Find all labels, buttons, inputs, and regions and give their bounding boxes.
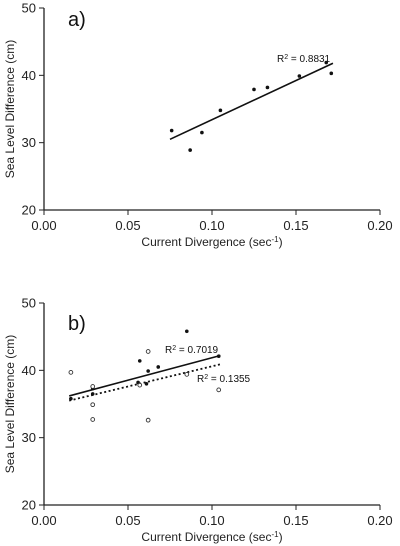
trendline <box>68 354 221 397</box>
data-point <box>329 71 334 76</box>
data-point <box>69 396 73 401</box>
r-squared-sup: 2 <box>284 54 288 61</box>
y-tick-label: 40 <box>22 68 36 83</box>
x-axis-title-main: Current Divergence (sec <box>141 530 271 544</box>
data-point <box>297 74 302 78</box>
x-tick-label: 0.05 <box>115 218 140 233</box>
data-point-open <box>90 417 96 422</box>
r-squared-value: = 0.8831 <box>288 54 330 65</box>
x-axis-title-sup: -1 <box>271 530 279 539</box>
x-axis-title-end: ) <box>279 530 283 544</box>
data-point-open <box>216 387 222 393</box>
x-tick-label: 0.05 <box>115 513 140 528</box>
y-tick-label: 20 <box>22 498 36 513</box>
y-tick-label: 50 <box>22 296 36 311</box>
series-1: R2 = 0.1355 <box>68 349 251 423</box>
data-point-open <box>90 384 96 389</box>
r-squared-r: R <box>165 345 172 356</box>
data-point <box>200 130 204 135</box>
trendline <box>68 363 221 402</box>
series-0: R2 = 0.8831 <box>169 54 334 152</box>
y-tick-label: 50 <box>22 1 36 16</box>
y-axis-title: Sea Level Difference (cm) <box>3 335 17 474</box>
chart-panel-a: 20 30 40 50 0.00 0.05 0.10 0.15 0.20 Current Dive… <box>3 1 393 250</box>
data-point <box>252 87 256 92</box>
r-squared-sup: 2 <box>204 374 208 381</box>
x-tick-label: 0.20 <box>367 218 392 233</box>
chart-panel-b: 20 30 40 50 0.00 0.05 0.10 0.15 0.20 Current Dive… <box>3 296 393 545</box>
r-squared-sup: 2 <box>172 345 176 352</box>
y-axis-title: Sea Level Difference (cm) <box>3 40 17 179</box>
series-0: R2 = 0.7019 <box>68 329 221 401</box>
data-point <box>146 369 150 373</box>
y-tick-label: 30 <box>22 135 36 150</box>
data-point-open <box>68 370 74 375</box>
r-squared-label: R2 = 0.7019 <box>165 345 219 357</box>
x-tick-label: 0.10 <box>199 218 224 233</box>
panel-label: a) <box>68 9 86 31</box>
data-point-open <box>145 417 151 423</box>
data-point <box>137 359 142 363</box>
r-squared-label: R2 = 0.8831 <box>277 54 331 66</box>
panel-label: b) <box>68 313 86 335</box>
data-point-open <box>137 382 143 388</box>
data-point-open <box>184 372 190 377</box>
x-axis-title-sup: -1 <box>271 235 279 244</box>
data-point <box>169 128 174 133</box>
r-squared-label: R2 = 0.1355 <box>197 374 251 386</box>
data-point <box>185 329 189 334</box>
data-point <box>188 148 192 152</box>
x-tick-label: 0.20 <box>367 513 392 528</box>
r-squared-value: = 0.7019 <box>176 345 218 356</box>
data-point-open <box>145 349 151 354</box>
data-point <box>324 60 329 65</box>
r-squared-value: = 0.1355 <box>208 374 250 385</box>
x-axis-title: Current Divergence (sec-1) <box>141 235 282 250</box>
data-point <box>265 85 270 90</box>
x-tick-label: 0.10 <box>199 513 224 528</box>
y-tick-label: 30 <box>22 430 36 445</box>
x-axis-title: Current Divergence (sec-1) <box>141 530 282 545</box>
x-axis-title-main: Current Divergence (sec <box>141 235 271 249</box>
y-tick-label: 20 <box>22 203 36 218</box>
data-point <box>218 108 223 113</box>
r-squared-r: R <box>197 374 204 385</box>
r-squared-r: R <box>277 54 284 65</box>
trendline <box>169 62 334 141</box>
x-tick-label: 0.15 <box>283 218 308 233</box>
data-point <box>156 365 161 369</box>
x-tick-label: 0.15 <box>283 513 308 528</box>
x-tick-label: 0.00 <box>31 218 56 233</box>
y-tick-label: 40 <box>22 363 36 378</box>
x-tick-label: 0.00 <box>31 513 56 528</box>
data-point-open <box>90 402 96 408</box>
data-point <box>216 354 221 358</box>
x-axis-title-end: ) <box>279 235 283 249</box>
